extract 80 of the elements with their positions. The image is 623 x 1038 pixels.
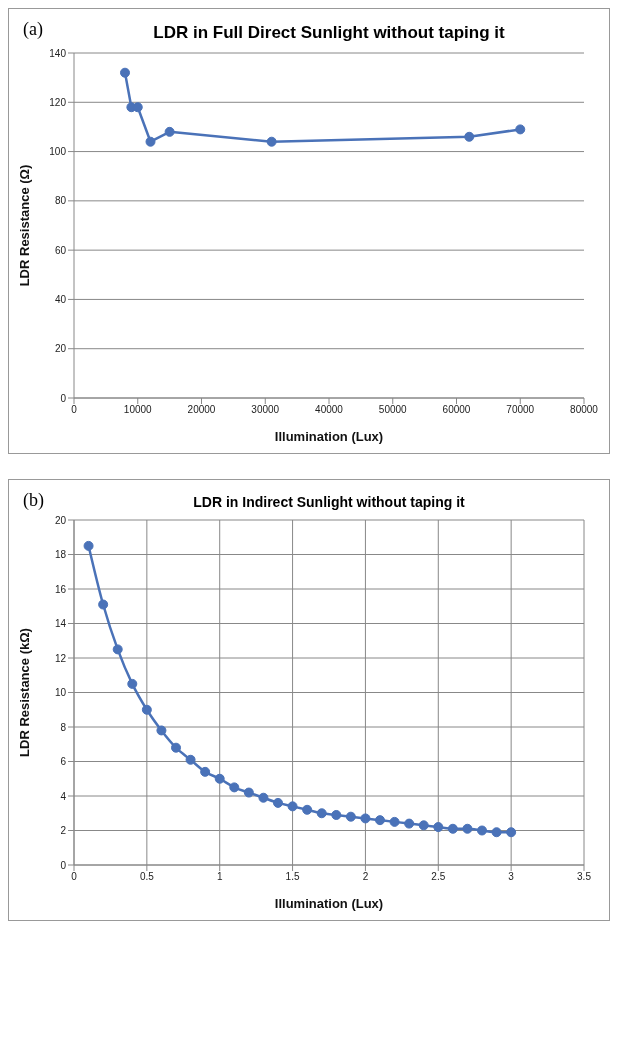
chart-title: LDR in Full Direct Sunlight without taping it [153,23,505,42]
text: (a) [23,19,43,40]
y-tick-label: 120 [49,96,67,108]
point [145,136,156,147]
point [447,823,458,834]
point [273,797,283,808]
point [171,742,181,753]
x-tick-label: 10000 [123,404,153,416]
y-tick-label: 10 [54,687,67,699]
point [164,126,175,137]
y-tick-label: 16 [54,583,67,595]
x-tick-label: 20000 [187,404,216,416]
point [141,704,152,715]
point [491,827,502,838]
y-tick-label: 8 [60,721,67,733]
y-tick-label: 40 [54,293,67,305]
chart-title: LDR in Indirect Sunlight without taping it [193,494,465,510]
y-axis-title: LDR Resistance (Ω) [16,164,32,287]
y-tick-label: 0 [60,392,67,404]
x-tick-label: 0 [71,404,78,416]
x-tick-label: 40000 [315,404,344,416]
y-tick-label: 4 [60,790,67,802]
point [404,818,415,829]
x-tick-label: 1.5 [285,871,300,883]
point [83,540,94,551]
x-axis-title: Illumination (Lux) [274,429,384,444]
x-axis-title: Illumination (Lux) [274,896,384,911]
y-tick-label: 20 [54,343,67,355]
point [477,825,487,836]
point [98,599,109,610]
y-tick-label: 100 [49,146,67,158]
point [127,678,138,689]
point [243,787,254,798]
point [515,124,526,135]
point [506,827,517,838]
x-tick-label: 60000 [442,404,471,416]
point [229,782,240,793]
point [200,766,211,777]
y-tick-label: 6 [60,756,67,768]
y-axis-title: LDR Resistance (kΩ) [16,628,32,757]
y-tick-label: 140 [49,47,67,59]
y-tick-label: 20 [54,514,67,526]
point [316,808,327,819]
point [287,801,298,812]
x-tick-label: 3.5 [577,871,592,883]
x-tick-label: 2.5 [431,871,446,883]
point [120,67,130,78]
y-tick-label: 14 [54,618,67,630]
x-tick-label: 30000 [251,404,280,416]
point [302,804,313,815]
y-tick-label: 2 [60,825,67,837]
point [214,773,225,784]
x-tick-label: 0.5 [139,871,155,883]
x-tick-label: 2 [362,871,369,883]
x-tick-label: 1 [216,871,223,883]
y-tick-label: 18 [54,549,67,561]
point [418,820,429,831]
point [389,816,400,827]
x-tick-label: 70000 [506,404,535,416]
point [156,725,167,736]
point [433,822,444,833]
text: (b) [23,490,44,511]
point [112,644,123,655]
point [462,823,473,834]
x-tick-label: 0 [71,871,78,883]
y-tick-label: 0 [60,859,67,871]
point [360,813,371,824]
y-tick-label: 60 [54,244,67,256]
point [331,809,342,820]
point [464,131,475,142]
point [375,815,385,826]
point [266,136,277,147]
x-tick-label: 50000 [378,404,408,416]
point [258,792,269,803]
y-tick-label: 12 [54,652,67,664]
y-tick-label: 80 [54,195,67,207]
point [185,754,196,765]
x-tick-label: 3 [508,871,515,883]
point [345,811,356,822]
x-tick-label: 80000 [570,404,599,416]
